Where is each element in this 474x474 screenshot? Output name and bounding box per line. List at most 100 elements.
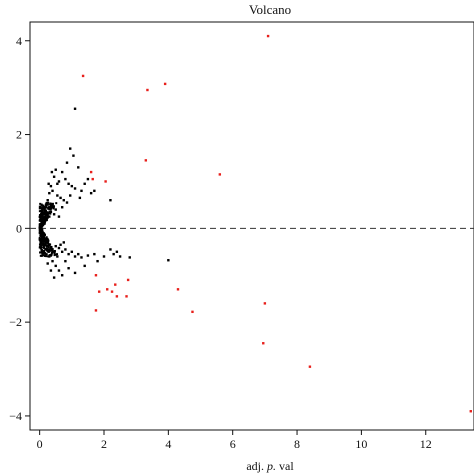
data-point — [51, 248, 54, 251]
x-tick-label: 10 — [355, 437, 367, 451]
data-point — [77, 166, 80, 169]
x-axis-label-italic: p. — [266, 459, 276, 473]
data-point — [73, 271, 77, 275]
cluster-point — [56, 253, 59, 256]
data-point — [42, 216, 45, 220]
data-point — [41, 231, 44, 235]
data-point — [52, 213, 56, 216]
data-point — [56, 255, 59, 258]
cluster-point — [44, 252, 47, 255]
cluster-point — [48, 208, 51, 211]
cluster-point — [39, 237, 42, 240]
y-tick-label: 0 — [16, 221, 22, 235]
cluster-point — [42, 204, 45, 207]
data-point — [73, 107, 77, 110]
data-point — [72, 154, 75, 157]
points-group — [38, 34, 472, 413]
data-point — [46, 262, 49, 265]
significant-point — [266, 34, 270, 38]
data-point — [44, 203, 48, 207]
significant-point — [263, 302, 267, 305]
cluster-point — [41, 240, 44, 243]
cluster-point — [47, 212, 50, 215]
data-point — [54, 244, 57, 248]
cluster-point — [46, 203, 49, 206]
data-point — [83, 264, 86, 268]
significant-point — [115, 295, 119, 298]
chart-title: Volcano — [249, 2, 291, 17]
cluster-point — [44, 209, 47, 212]
x-tick-label: 6 — [230, 437, 236, 451]
data-point — [39, 223, 42, 226]
cluster-point — [39, 254, 42, 257]
data-point — [57, 269, 61, 272]
data-point — [52, 276, 56, 279]
cluster-point — [41, 252, 44, 255]
cluster-point — [50, 206, 53, 209]
data-point — [93, 189, 96, 193]
data-point — [51, 259, 54, 263]
data-point — [48, 215, 51, 218]
data-point — [49, 269, 53, 272]
cluster-point — [45, 216, 48, 219]
cluster-point — [47, 255, 50, 258]
data-point — [86, 177, 90, 181]
data-point — [128, 256, 131, 259]
cluster-point — [46, 240, 49, 243]
data-point — [167, 259, 170, 262]
y-axis: −4 −2 0 2 4 — [9, 34, 30, 423]
data-point — [65, 201, 69, 204]
cluster-point — [50, 251, 53, 254]
data-point — [67, 267, 70, 270]
significant-point — [146, 88, 149, 92]
data-point — [48, 191, 51, 195]
data-point — [89, 191, 93, 195]
x-axis: 0 2 4 6 8 10 12 — [37, 430, 432, 451]
cluster-point — [40, 207, 43, 210]
cluster-point — [43, 251, 46, 254]
cluster-point — [54, 253, 57, 256]
cluster-point — [47, 250, 50, 253]
data-point — [49, 245, 53, 249]
cluster-point — [53, 252, 56, 255]
cluster-point — [40, 251, 43, 254]
data-point — [43, 237, 46, 240]
data-point — [96, 259, 99, 263]
cluster-point — [42, 206, 45, 209]
data-point — [49, 210, 53, 214]
cluster-point — [40, 203, 43, 206]
cluster-point — [46, 247, 49, 250]
cluster-point — [39, 216, 42, 219]
cluster-point — [39, 246, 42, 249]
data-point — [59, 196, 62, 200]
cluster-point — [46, 245, 49, 248]
data-point — [41, 213, 45, 216]
significant-point — [469, 410, 472, 413]
significant-point — [104, 180, 107, 183]
y-tick-label: −4 — [9, 409, 22, 423]
cluster-point — [39, 205, 42, 208]
x-axis-label-prefix: adj. — [246, 459, 267, 473]
cluster-point — [43, 209, 46, 212]
cluster-point — [45, 244, 48, 247]
data-point — [51, 203, 54, 207]
cluster-point — [50, 253, 53, 256]
significant-point — [91, 177, 94, 181]
cluster-point — [40, 246, 43, 249]
cluster-point — [48, 248, 51, 251]
data-point — [86, 254, 90, 257]
data-point — [49, 184, 53, 188]
cluster-point — [43, 212, 46, 215]
cluster-point — [48, 210, 51, 213]
y-tick-label: −2 — [9, 315, 22, 329]
cluster-point — [42, 246, 45, 249]
data-point — [56, 182, 59, 185]
significant-point — [176, 288, 180, 291]
data-point — [109, 199, 112, 202]
data-point — [41, 221, 44, 224]
data-point — [41, 220, 45, 223]
data-point — [77, 252, 80, 256]
significant-point — [89, 170, 93, 174]
significant-point — [218, 173, 222, 176]
